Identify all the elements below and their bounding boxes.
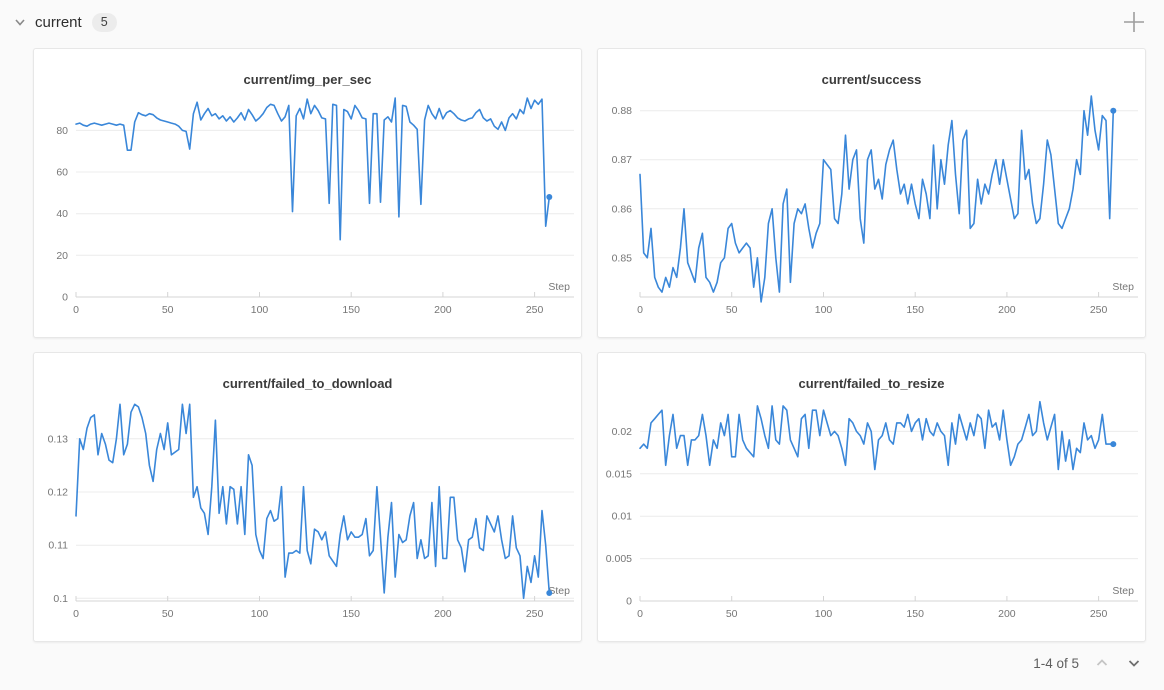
svg-text:0: 0 bbox=[73, 304, 79, 316]
svg-text:50: 50 bbox=[726, 304, 738, 316]
chevron-up-icon bbox=[1096, 659, 1108, 666]
panel-grid: current/img_per_sec 0 20 40 60 80 0 50 100 150 20… bbox=[33, 48, 1146, 642]
svg-text:250: 250 bbox=[526, 304, 544, 316]
panel-failed-to-resize[interactable]: current/failed_to_resize 0 0.005 0.01 0.015… bbox=[597, 352, 1146, 642]
svg-text:60: 60 bbox=[56, 167, 68, 179]
section-count-badge: 5 bbox=[91, 12, 117, 32]
svg-text:Step: Step bbox=[1112, 585, 1134, 597]
chart-title: current/failed_to_resize bbox=[798, 376, 945, 391]
svg-text:0.11: 0.11 bbox=[48, 540, 68, 552]
line-chart: 0.1 0.11 0.12 0.13 0 50 100 150 200 250 Step bbox=[48, 403, 574, 620]
pagination-up-button[interactable] bbox=[1093, 654, 1111, 672]
pagination-down-button[interactable] bbox=[1125, 654, 1143, 672]
section-title[interactable]: current bbox=[35, 13, 82, 31]
svg-text:0.88: 0.88 bbox=[612, 105, 633, 117]
svg-text:200: 200 bbox=[434, 304, 452, 316]
svg-text:200: 200 bbox=[434, 608, 452, 620]
svg-text:250: 250 bbox=[1090, 608, 1108, 620]
svg-text:50: 50 bbox=[162, 304, 174, 316]
svg-text:0: 0 bbox=[626, 596, 632, 608]
chart-title: current/img_per_sec bbox=[243, 72, 372, 87]
chart-title: current/failed_to_download bbox=[222, 376, 393, 391]
svg-text:150: 150 bbox=[342, 608, 360, 620]
svg-text:150: 150 bbox=[906, 304, 924, 316]
svg-text:0: 0 bbox=[637, 608, 643, 620]
svg-text:250: 250 bbox=[526, 608, 544, 620]
svg-text:0.85: 0.85 bbox=[612, 252, 633, 264]
line-chart: 0.85 0.86 0.87 0.88 0 50 100 150 200 250 Step bbox=[612, 95, 1138, 316]
svg-text:Step: Step bbox=[548, 281, 570, 293]
panel-success[interactable]: current/success 0.85 0.86 0.87 0.88 0 50 100 15… bbox=[597, 48, 1146, 338]
svg-text:200: 200 bbox=[998, 304, 1016, 316]
svg-text:100: 100 bbox=[251, 304, 269, 316]
svg-text:0.01: 0.01 bbox=[612, 511, 633, 523]
svg-text:250: 250 bbox=[1090, 304, 1108, 316]
section-header: current 5 bbox=[0, 0, 1164, 44]
svg-text:0.86: 0.86 bbox=[612, 203, 633, 215]
add-panel-button[interactable] bbox=[1120, 8, 1148, 36]
svg-text:0.015: 0.015 bbox=[606, 468, 632, 480]
svg-text:0.12: 0.12 bbox=[48, 487, 69, 499]
svg-text:100: 100 bbox=[815, 304, 833, 316]
svg-text:0: 0 bbox=[62, 292, 68, 304]
svg-text:50: 50 bbox=[726, 608, 738, 620]
svg-text:50: 50 bbox=[162, 608, 174, 620]
svg-text:0.005: 0.005 bbox=[606, 553, 632, 565]
svg-text:0: 0 bbox=[73, 608, 79, 620]
svg-text:80: 80 bbox=[56, 125, 68, 137]
svg-text:Step: Step bbox=[1112, 281, 1134, 293]
svg-text:0.87: 0.87 bbox=[612, 154, 633, 166]
panel-img-per-sec[interactable]: current/img_per_sec 0 20 40 60 80 0 50 100 150 20… bbox=[33, 48, 582, 338]
svg-text:0.13: 0.13 bbox=[48, 433, 69, 445]
svg-text:0.02: 0.02 bbox=[612, 426, 633, 438]
plus-icon bbox=[1124, 12, 1144, 32]
pagination-label: 1-4 of 5 bbox=[1033, 655, 1079, 671]
chart-title: current/success bbox=[821, 72, 922, 87]
chevron-down-icon bbox=[1128, 660, 1140, 667]
svg-text:100: 100 bbox=[815, 608, 833, 620]
svg-text:150: 150 bbox=[342, 304, 360, 316]
svg-text:0: 0 bbox=[637, 304, 643, 316]
pagination: 1-4 of 5 bbox=[1033, 654, 1143, 672]
svg-text:100: 100 bbox=[251, 608, 269, 620]
svg-text:150: 150 bbox=[906, 608, 924, 620]
svg-text:200: 200 bbox=[998, 608, 1016, 620]
chevron-down-icon[interactable] bbox=[12, 14, 28, 30]
svg-text:40: 40 bbox=[56, 208, 68, 220]
panel-failed-to-download[interactable]: current/failed_to_download 0.1 0.11 0.12 0.… bbox=[33, 352, 582, 642]
line-chart: 0 20 40 60 80 0 50 100 150 200 250 Step bbox=[56, 97, 574, 316]
svg-text:0.1: 0.1 bbox=[53, 593, 68, 605]
svg-text:20: 20 bbox=[56, 250, 68, 262]
svg-text:Step: Step bbox=[548, 585, 570, 597]
line-chart: 0 0.005 0.01 0.015 0.02 0 50 100 150 200 250 Step bbox=[606, 400, 1138, 620]
